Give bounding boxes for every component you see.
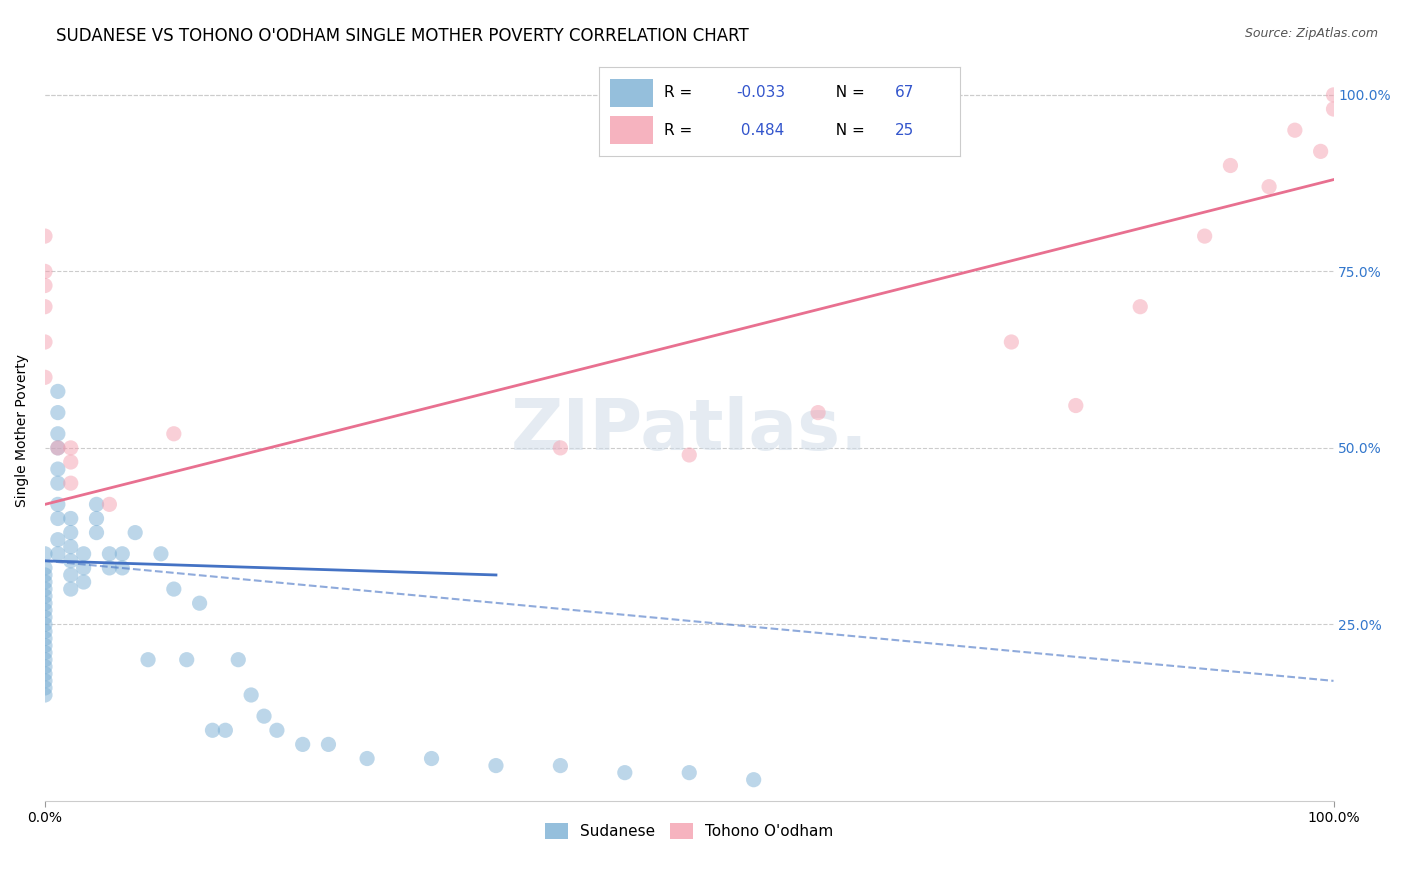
Point xyxy=(226,653,249,667)
Point xyxy=(34,278,56,293)
Point xyxy=(59,441,82,455)
Point xyxy=(253,709,276,723)
Point xyxy=(111,561,134,575)
Text: Source: ZipAtlas.com: Source: ZipAtlas.com xyxy=(1244,27,1378,40)
Point xyxy=(46,497,69,511)
Point xyxy=(46,547,69,561)
Point xyxy=(149,547,172,561)
Text: ZIPatlas.: ZIPatlas. xyxy=(510,396,868,465)
Point xyxy=(1000,334,1022,349)
Point xyxy=(34,547,56,561)
Point xyxy=(59,476,82,491)
Point xyxy=(86,497,108,511)
Text: SUDANESE VS TOHONO O'ODHAM SINGLE MOTHER POVERTY CORRELATION CHART: SUDANESE VS TOHONO O'ODHAM SINGLE MOTHER… xyxy=(56,27,749,45)
Point xyxy=(46,426,69,441)
Point xyxy=(1194,229,1216,244)
Point xyxy=(98,547,121,561)
Point xyxy=(46,384,69,399)
Point xyxy=(34,646,56,660)
Legend: Sudanese, Tohono O'odham: Sudanese, Tohono O'odham xyxy=(538,817,839,845)
Point xyxy=(163,426,186,441)
Point xyxy=(318,738,340,752)
Point xyxy=(34,334,56,349)
Point xyxy=(34,624,56,639)
Point xyxy=(742,772,765,787)
Point xyxy=(613,765,636,780)
Point xyxy=(34,653,56,667)
Point xyxy=(136,653,159,667)
Point xyxy=(34,617,56,632)
Point xyxy=(163,582,186,596)
Point xyxy=(34,688,56,702)
Point xyxy=(46,533,69,547)
Point xyxy=(240,688,263,702)
Point xyxy=(59,511,82,525)
Point xyxy=(807,406,830,420)
Point xyxy=(34,264,56,278)
Point xyxy=(291,738,314,752)
Point xyxy=(34,632,56,646)
Point xyxy=(98,497,121,511)
Point xyxy=(46,441,69,455)
Point xyxy=(176,653,198,667)
Point xyxy=(1129,300,1152,314)
Point xyxy=(34,582,56,596)
Point xyxy=(34,574,56,589)
Point xyxy=(266,723,288,738)
Point xyxy=(59,554,82,568)
Point xyxy=(59,582,82,596)
Point xyxy=(72,547,94,561)
Point xyxy=(34,639,56,653)
Point xyxy=(34,229,56,244)
Point xyxy=(550,758,572,772)
Point xyxy=(485,758,508,772)
Point xyxy=(34,589,56,603)
Point xyxy=(98,561,121,575)
Point xyxy=(34,370,56,384)
Point xyxy=(214,723,236,738)
Point xyxy=(1258,179,1281,194)
Point xyxy=(420,751,443,765)
Point xyxy=(34,666,56,681)
Point xyxy=(124,525,146,540)
Point xyxy=(34,300,56,314)
Point xyxy=(59,540,82,554)
Point xyxy=(46,476,69,491)
Point xyxy=(86,525,108,540)
Point xyxy=(34,568,56,582)
Point xyxy=(1322,102,1344,116)
Point xyxy=(34,603,56,617)
Point xyxy=(46,511,69,525)
Point xyxy=(34,673,56,688)
Point xyxy=(1064,399,1087,413)
Point xyxy=(59,525,82,540)
Point xyxy=(46,462,69,476)
Point xyxy=(86,511,108,525)
Point xyxy=(59,568,82,582)
Point xyxy=(59,455,82,469)
Point xyxy=(356,751,378,765)
Point xyxy=(1284,123,1306,137)
Point xyxy=(46,406,69,420)
Point xyxy=(188,596,211,610)
Point xyxy=(201,723,224,738)
Point xyxy=(111,547,134,561)
Point xyxy=(34,681,56,695)
Point xyxy=(1309,145,1331,159)
Point xyxy=(678,448,700,462)
Point xyxy=(678,765,700,780)
Point xyxy=(550,441,572,455)
Point xyxy=(34,596,56,610)
Point xyxy=(72,561,94,575)
Point xyxy=(34,610,56,624)
Point xyxy=(72,574,94,589)
Point xyxy=(34,659,56,673)
Point xyxy=(1219,159,1241,173)
Point xyxy=(1322,87,1344,102)
Point xyxy=(34,561,56,575)
Y-axis label: Single Mother Poverty: Single Mother Poverty xyxy=(15,354,30,507)
Point xyxy=(46,441,69,455)
